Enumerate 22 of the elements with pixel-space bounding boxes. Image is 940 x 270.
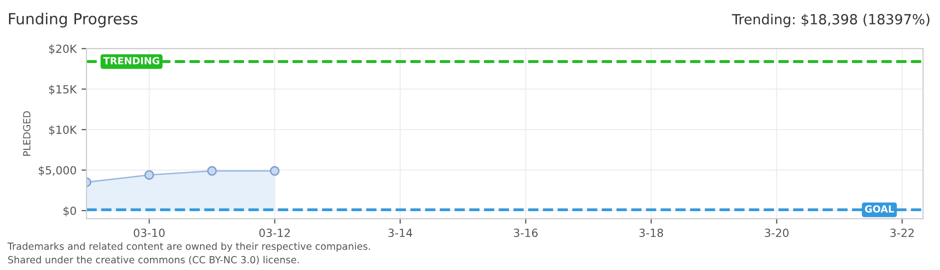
ref-line-label: GOAL [865, 205, 894, 213]
y-tick-label: $0 [64, 206, 76, 216]
x-tick-label: 3-16 [514, 228, 538, 238]
x-tick-label: 3-14 [388, 228, 412, 238]
ref-line-label: TRENDING [103, 57, 160, 64]
text: Shared under the creative commons (CC BY-NC 3.0) license. [8, 256, 299, 265]
point [144, 170, 154, 180]
y-tick-label: $5,000 [38, 166, 76, 176]
y-tick-label: $15K [49, 84, 77, 95]
chart-title: Funding Progress [9, 12, 138, 28]
y-tick-label: $20K [49, 44, 77, 54]
y-axis-title: PLEDGED [23, 111, 30, 156]
x-tick-label: 03-10 [134, 228, 165, 238]
point [270, 166, 280, 176]
x-tick-label: 3-18 [639, 228, 664, 238]
text: Trademarks and related content are owned by their respective companies. [7, 242, 370, 252]
point [207, 166, 217, 176]
y-tick-label: $10K [49, 125, 77, 136]
x-tick-label: 3-20 [764, 228, 789, 238]
text: Trending: $18,398 (18397%) [732, 14, 930, 28]
x-tick-label: 03-12 [259, 228, 290, 238]
x-tick-label: 3-22 [890, 228, 914, 238]
